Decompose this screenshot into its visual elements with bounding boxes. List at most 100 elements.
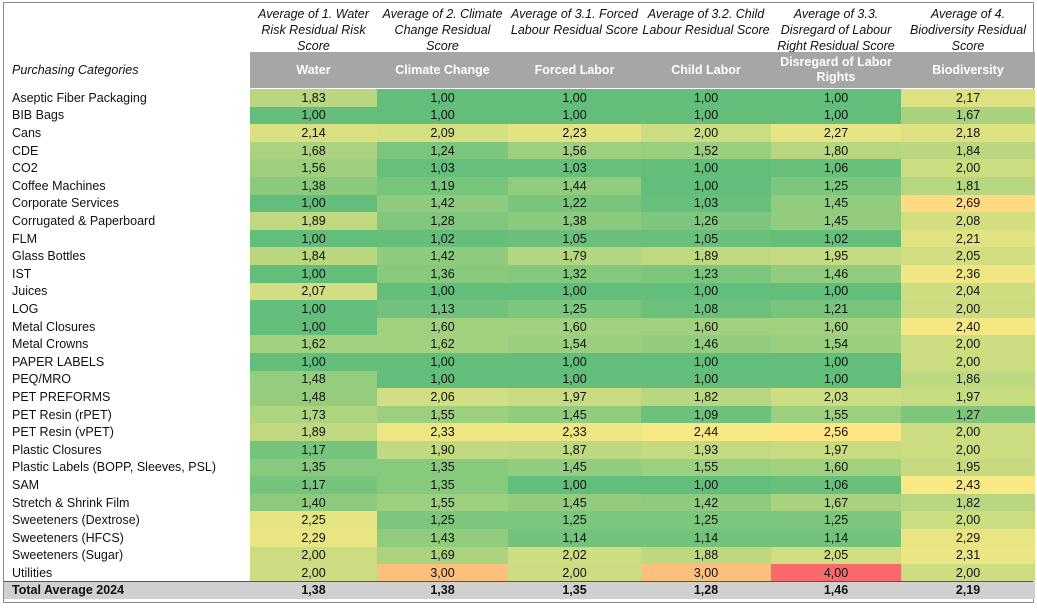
heatmap-cell: 1,60 — [771, 317, 901, 336]
heatmap-cell: 1,44 — [508, 177, 641, 195]
row-label: Sweeteners (Dextrose) — [12, 513, 140, 528]
column-top-label: Average of 3.2. Child Labour Residual Sc… — [642, 7, 770, 37]
heatmap-cell: 1,17 — [250, 476, 377, 494]
heatmap-cell: 2,00 — [641, 124, 771, 142]
row-label: FLM — [12, 231, 37, 246]
heatmap-cell: 1,55 — [377, 493, 508, 512]
heatmap-cell: 1,55 — [641, 458, 771, 477]
row-label: Sweeteners (HFCS) — [12, 530, 124, 545]
heatmap-cell: 1,60 — [641, 317, 771, 336]
heatmap-cell: 1,17 — [250, 441, 377, 459]
heatmap-cell: 1,89 — [250, 212, 377, 230]
heatmap-cell: 1,73 — [250, 405, 377, 424]
row-label: Plastic Labels (BOPP, Sleeves, PSL) — [12, 460, 217, 475]
column-header: Forced Labor — [508, 52, 641, 88]
heatmap-cell: 1,00 — [250, 265, 377, 283]
heatmap-cell: 1,00 — [250, 300, 377, 318]
heatmap-cell: 1,02 — [771, 229, 901, 248]
heatmap-cell: 2,69 — [901, 194, 1035, 213]
heatmap-cell: 1,00 — [508, 476, 641, 494]
total-cell: 1,35 — [508, 581, 641, 599]
heatmap-cell: 2,00 — [901, 423, 1035, 441]
heatmap-cell: 2,00 — [901, 511, 1035, 529]
heatmap-cell: 1,48 — [250, 388, 377, 406]
heatmap-cell: 1,00 — [377, 106, 508, 125]
heatmap-cell: 1,09 — [641, 405, 771, 424]
heatmap-cell: 1,00 — [641, 89, 771, 107]
heatmap-cell: 1,00 — [641, 353, 771, 371]
heatmap-cell: 1,60 — [771, 458, 901, 477]
row-label: Cans — [12, 125, 42, 140]
heatmap-cell: 1,79 — [508, 247, 641, 265]
heatmap-cell: 1,00 — [377, 353, 508, 371]
row-label: Corrugated & Paperboard — [12, 213, 156, 228]
heatmap-cell: 1,03 — [641, 194, 771, 213]
column-header: Water — [250, 52, 377, 88]
heatmap-cell: 2,18 — [901, 124, 1035, 142]
total-cell: 1,46 — [771, 581, 901, 599]
heatmap-cell: 1,69 — [377, 546, 508, 565]
heatmap-cell: 2,27 — [771, 124, 901, 142]
row-label: Metal Closures — [12, 319, 96, 334]
heatmap-cell: 1,32 — [508, 265, 641, 283]
heatmap-cell: 1,06 — [771, 476, 901, 494]
heatmap-cell: 1,00 — [771, 282, 901, 301]
heatmap-cell: 1,45 — [508, 405, 641, 424]
heatmap-cell: 1,03 — [508, 159, 641, 177]
row-label: CO2 — [12, 161, 38, 176]
heatmap-cell: 1,24 — [377, 141, 508, 160]
heatmap-cell: 1,25 — [508, 300, 641, 318]
heatmap-cell: 1,06 — [771, 159, 901, 177]
heatmap-cell: 1,90 — [377, 441, 508, 459]
heatmap-cell: 1,95 — [901, 458, 1035, 477]
column-header: Disregard of Labor Rights — [771, 52, 901, 88]
heatmap-cell: 2,00 — [901, 159, 1035, 177]
heatmap-cell: 1,25 — [641, 511, 771, 529]
heatmap-cell: 1,80 — [771, 141, 901, 160]
heatmap-cell: 2,07 — [250, 282, 377, 301]
heatmap-cell: 1,81 — [901, 177, 1035, 195]
heatmap-cell: 1,00 — [377, 89, 508, 107]
heatmap-cell: 1,45 — [508, 458, 641, 477]
heatmap-cell: 2,05 — [771, 546, 901, 565]
heatmap-cell: 1,02 — [377, 229, 508, 248]
heatmap-cell: 2,31 — [901, 546, 1035, 565]
heatmap-cell: 1,35 — [377, 476, 508, 494]
heatmap-cell: 1,28 — [377, 212, 508, 230]
heatmap-cell: 2,43 — [901, 476, 1035, 494]
heatmap-cell: 1,00 — [771, 106, 901, 125]
heatmap-cell: 1,60 — [377, 317, 508, 336]
heatmap-cell: 1,00 — [641, 476, 771, 494]
total-cell: 1,38 — [377, 581, 508, 599]
row-label: Plastic Closures — [12, 442, 102, 457]
heatmap-cell: 2,02 — [508, 546, 641, 565]
heatmap-cell: 2,00 — [901, 335, 1035, 353]
heatmap-cell: 1,46 — [771, 265, 901, 283]
heatmap-cell: 1,26 — [641, 212, 771, 230]
heatmap-cell: 1,27 — [901, 405, 1035, 424]
heatmap-cell: 1,14 — [641, 529, 771, 547]
heatmap-cell: 1,00 — [508, 106, 641, 125]
row-label: Corporate Services — [12, 196, 119, 211]
column-header: Climate Change — [377, 52, 508, 88]
heatmap-cell: 2,56 — [771, 423, 901, 441]
heatmap-cell: 1,89 — [250, 423, 377, 441]
heatmap-cell: 2,00 — [250, 546, 377, 565]
total-cell: 2,19 — [901, 581, 1035, 599]
heatmap-cell: 1,00 — [771, 89, 901, 107]
row-label: BIB Bags — [12, 108, 65, 123]
heatmap-cell: 1,38 — [508, 212, 641, 230]
heatmap-cell: 1,00 — [250, 353, 377, 371]
heatmap-cell: 1,97 — [771, 441, 901, 459]
heatmap-cell: 1,60 — [508, 317, 641, 336]
row-label: LOG — [12, 301, 39, 316]
row-label: Aseptic Fiber Packaging — [12, 90, 147, 105]
heatmap-cell: 1,00 — [250, 106, 377, 125]
heatmap-cell: 1,45 — [771, 212, 901, 230]
heatmap-cell: 2,00 — [901, 564, 1035, 582]
heatmap-cell: 1,55 — [771, 405, 901, 424]
heatmap-cell: 1,25 — [508, 511, 641, 529]
heatmap-cell: 1,08 — [641, 300, 771, 318]
heatmap-cell: 1,54 — [771, 335, 901, 353]
column-top-label: Average of 3.3. Disregard of Labour Righ… — [777, 7, 895, 52]
